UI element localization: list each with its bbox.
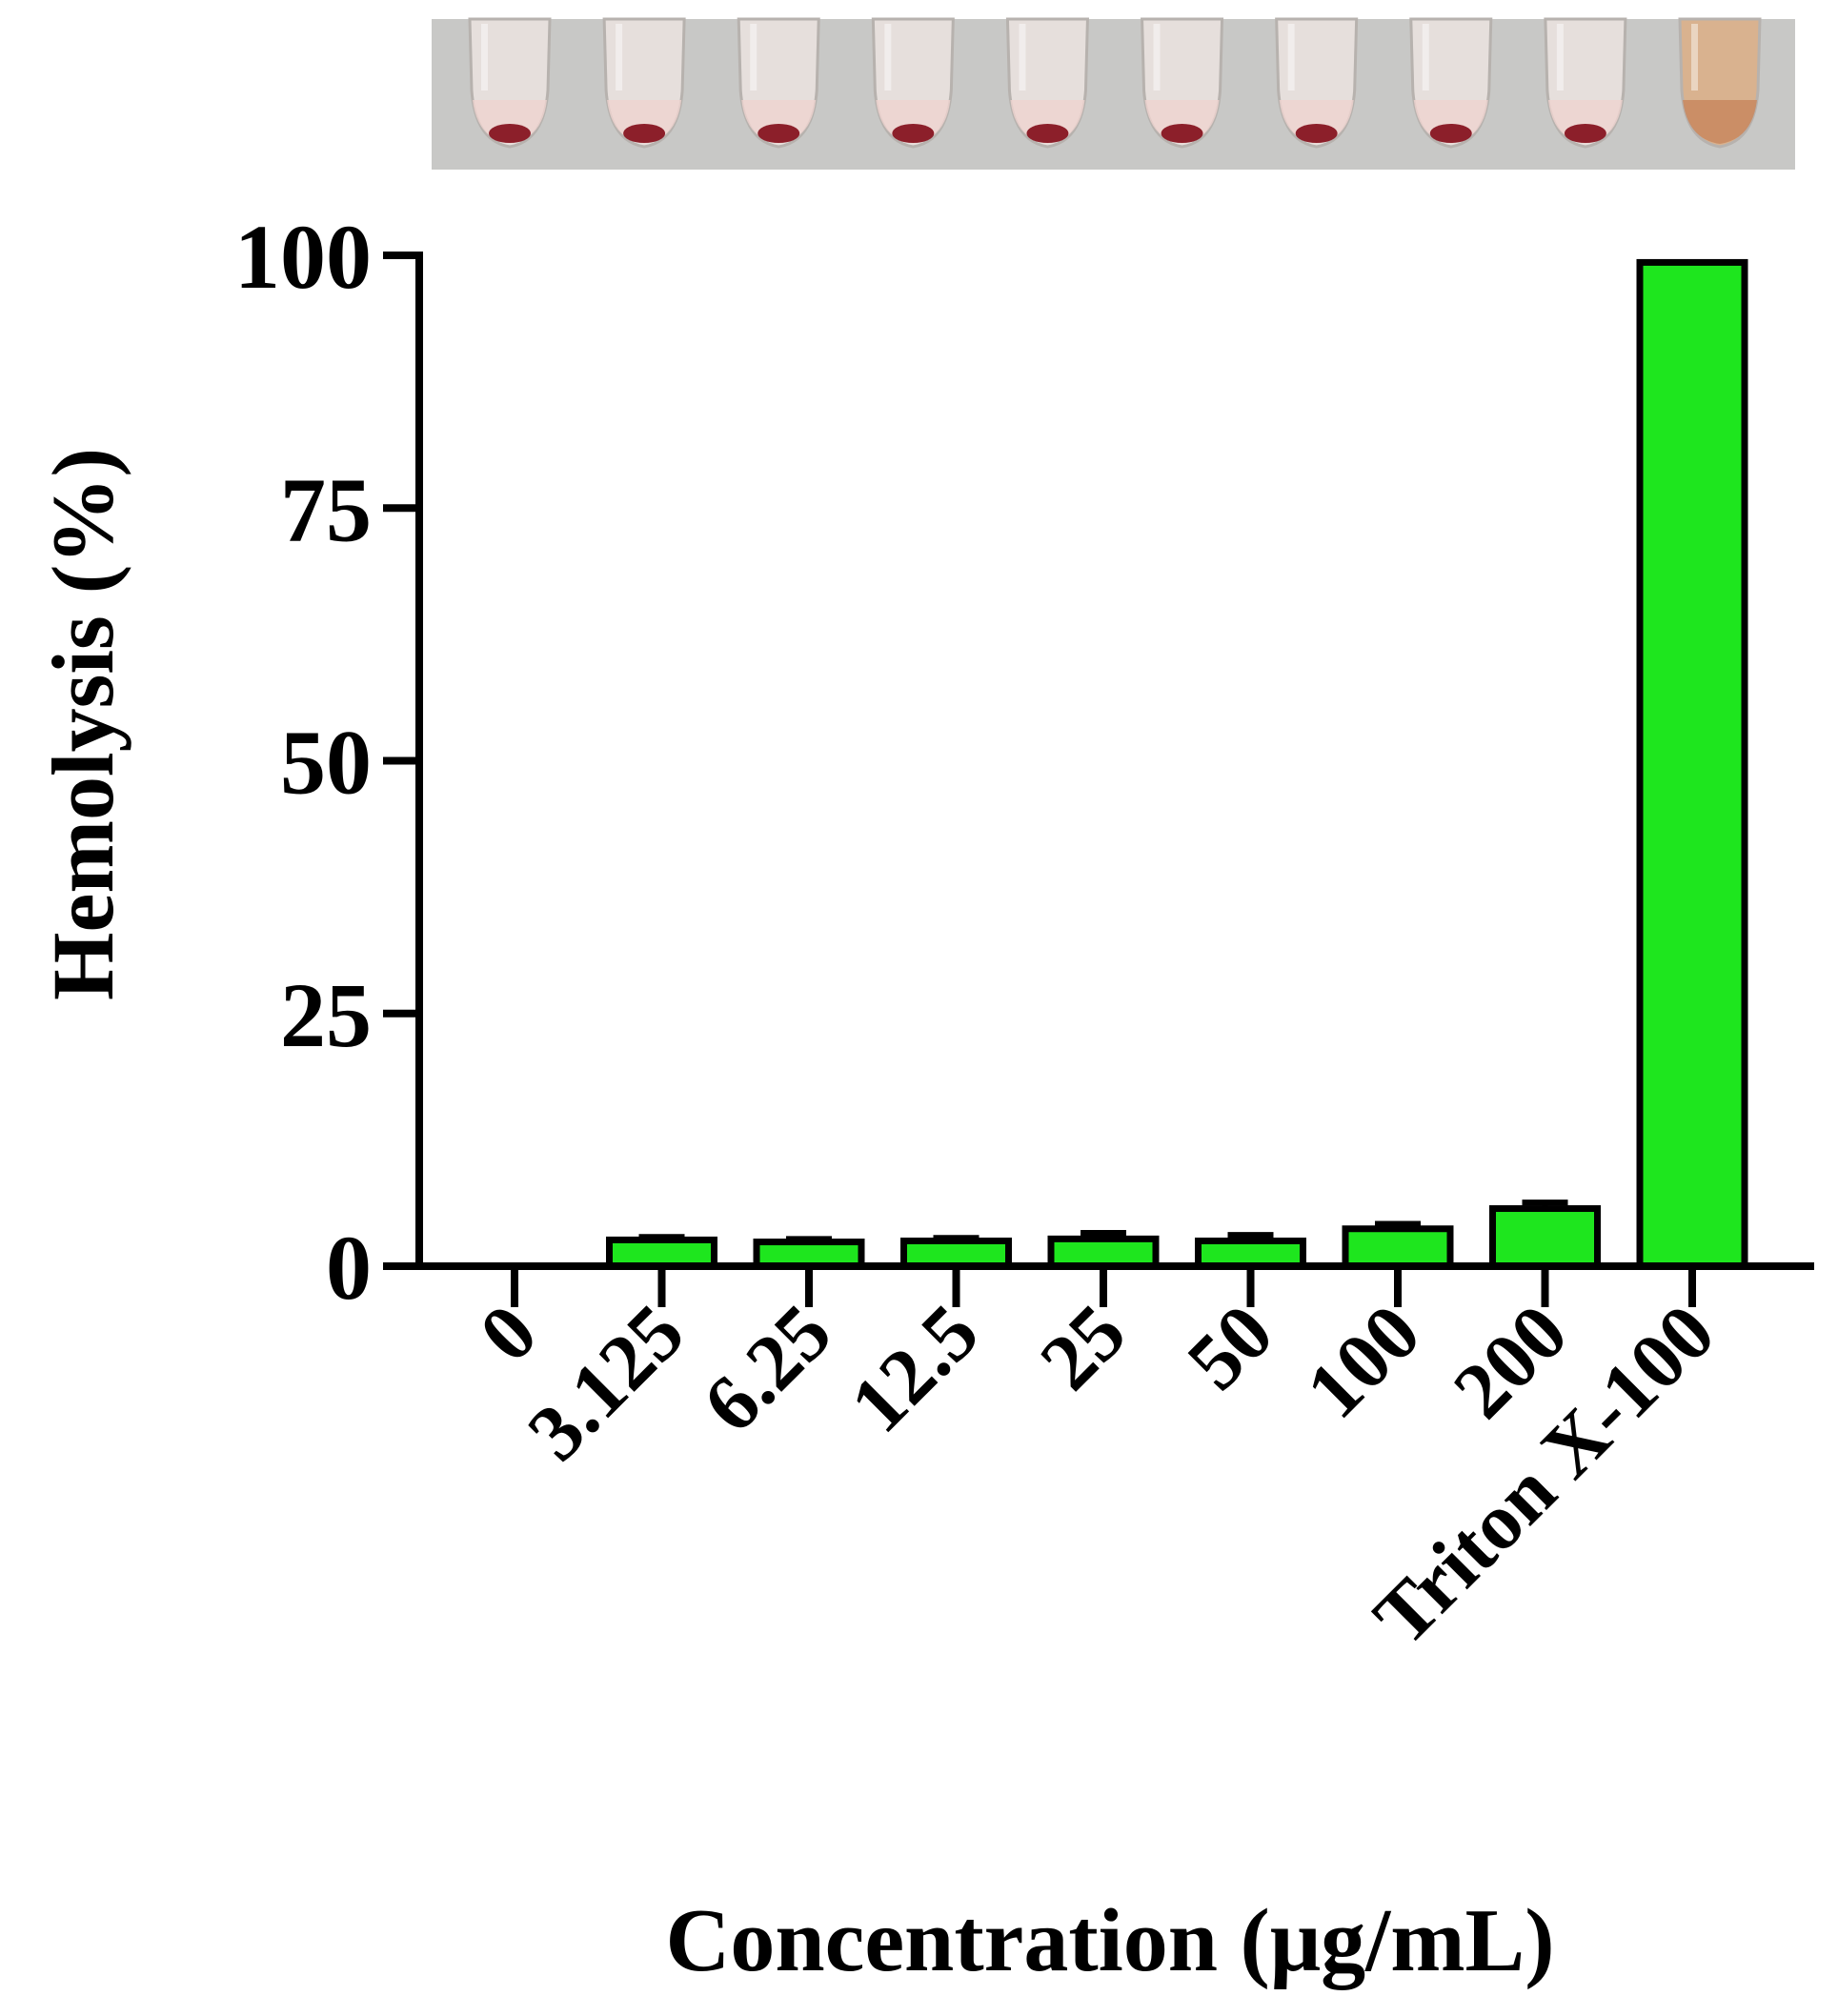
tube-highlight (1153, 24, 1161, 91)
y-tick-label-50: 50 (280, 712, 372, 814)
tube-highlight (884, 24, 892, 91)
y-tick-label-100: 100 (234, 206, 372, 308)
tube-5 (1005, 17, 1089, 149)
bar-100 (1342, 1225, 1454, 1270)
tube-6 (1141, 17, 1224, 149)
y-tick-label-25: 25 (280, 964, 372, 1066)
tube-highlight (1019, 24, 1026, 91)
error-bar-200 (1522, 1200, 1568, 1209)
x-tick-label-3.125: 3.125 (512, 1288, 701, 1478)
bar-Triton X-100 (1636, 258, 1748, 1270)
tube-highlight (750, 24, 757, 91)
x-tick-label-100: 100 (1290, 1288, 1438, 1436)
x-tick-label-0: 0 (463, 1288, 554, 1379)
tube-highlight (616, 24, 623, 91)
tube-3 (737, 17, 820, 149)
x-tick-label-6.25: 6.25 (687, 1288, 849, 1450)
tube-8 (1409, 17, 1493, 149)
axes-group (415, 252, 1814, 1270)
error-bar-25 (1081, 1229, 1126, 1240)
error-bar-100 (1375, 1220, 1421, 1229)
hemolysis-tubes-photo (432, 17, 1795, 170)
error-bar-12.5 (933, 1235, 980, 1241)
bar-200 (1489, 1205, 1601, 1270)
rbc-pellet (623, 124, 666, 143)
error-bars-group (638, 1200, 1568, 1242)
x-tick-label-50: 50 (1171, 1288, 1290, 1407)
tube-highlight (1422, 24, 1429, 91)
rbc-pellet (757, 124, 800, 143)
tube-9 (1544, 17, 1627, 149)
tube-highlight (1287, 24, 1295, 91)
error-bar-6.25 (786, 1236, 832, 1242)
y-tick-label-0: 0 (326, 1217, 372, 1319)
tube-highlight (481, 24, 488, 91)
tube-liquid (1683, 100, 1757, 144)
y-ticks-group: 0 25 50 75 100 (234, 206, 419, 1319)
rbc-pellet (1564, 124, 1606, 143)
error-bar-3.125 (638, 1234, 685, 1240)
rbc-pellet (489, 124, 531, 143)
x-tick-label-25: 25 (1023, 1288, 1142, 1407)
x-axis-label: Concentration (μg/mL) (665, 1891, 1554, 1990)
y-tick-label-75: 75 (280, 458, 372, 560)
tube-4 (871, 17, 955, 149)
rbc-pellet (892, 124, 935, 143)
tube-highlight (1556, 24, 1564, 91)
tube-10 (1678, 17, 1762, 149)
rbc-pellet (1161, 124, 1203, 143)
tube-highlight (1691, 24, 1698, 91)
x-tick-label-12.5: 12.5 (834, 1288, 996, 1450)
bars-group (606, 258, 1748, 1270)
rbc-pellet (1026, 124, 1069, 143)
tube-2 (602, 17, 686, 149)
bar-3.125 (606, 1236, 717, 1270)
y-axis-label: Hemolysis (%) (34, 448, 131, 1000)
tube-7 (1275, 17, 1359, 149)
rbc-pellet (1295, 124, 1338, 143)
bar-25 (1047, 1235, 1160, 1270)
error-bar-50 (1227, 1232, 1274, 1241)
tube-1 (468, 17, 552, 149)
rbc-pellet (1429, 124, 1472, 143)
